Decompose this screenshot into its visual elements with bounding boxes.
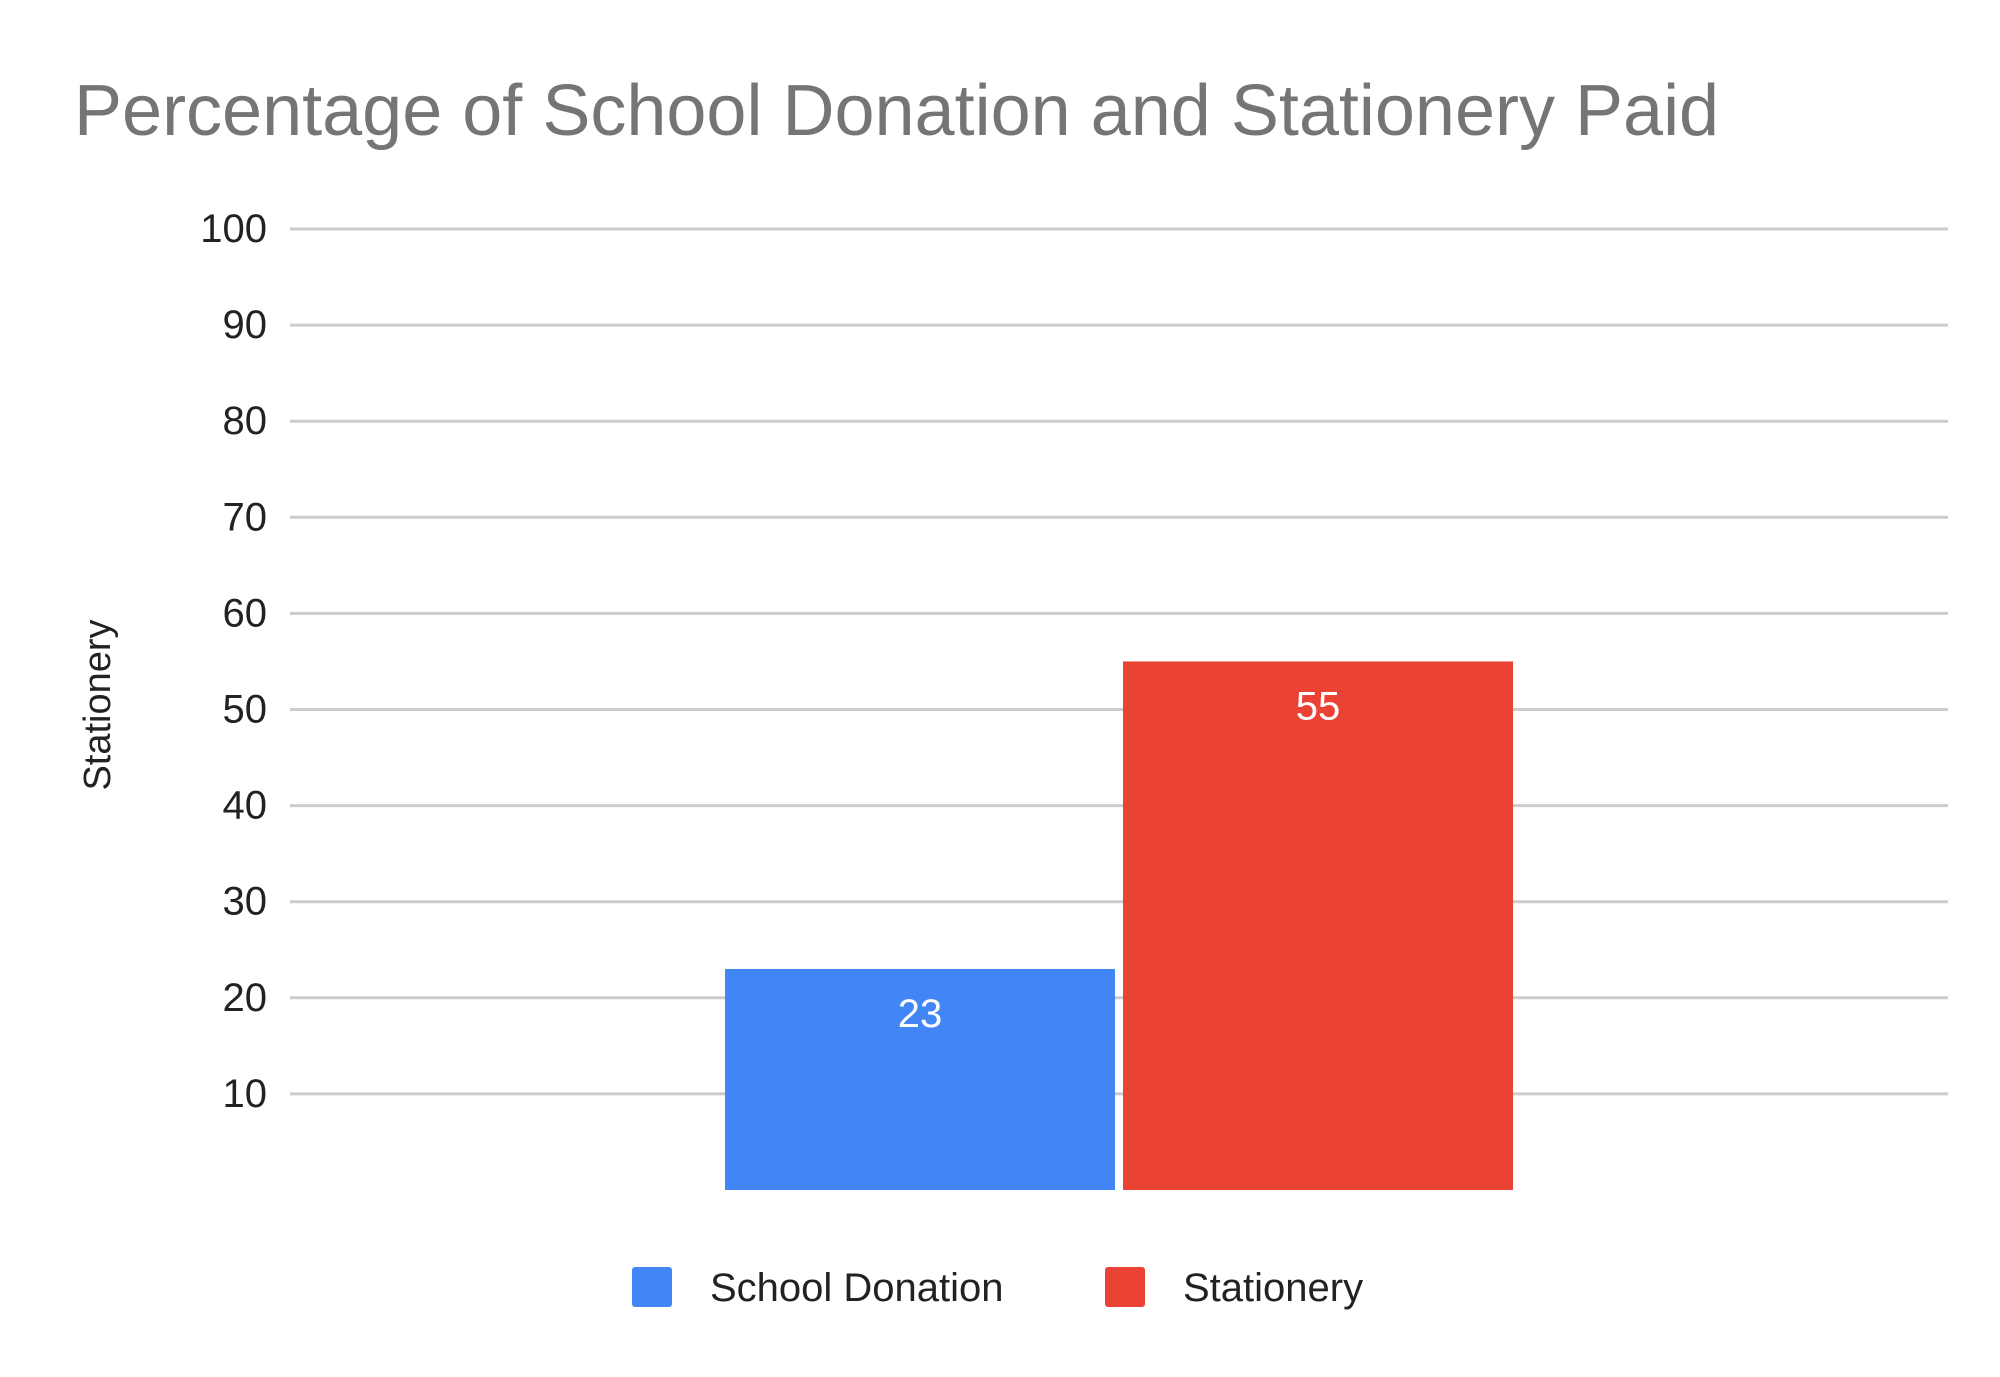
y-tick-label-70: 70 bbox=[223, 495, 268, 539]
legend-label-school-donation: School Donation bbox=[710, 1266, 1004, 1310]
y-tick-label-100: 100 bbox=[200, 207, 267, 251]
bar-school-donation[interactable] bbox=[725, 968, 1115, 1190]
y-tick-label-40: 40 bbox=[223, 784, 268, 828]
legend-item-school-donation[interactable]: School Donation bbox=[632, 1266, 1004, 1310]
legend-swatch-school-donation bbox=[632, 1267, 672, 1307]
chart-title: Percentage of School Donation and Statio… bbox=[74, 71, 1719, 151]
data-label-school-donation: 23 bbox=[898, 992, 943, 1036]
y-axis-ticks: 10 20 30 40 50 60 70 80 90 100 bbox=[200, 207, 267, 1116]
bar-stationery[interactable] bbox=[1123, 661, 1513, 1190]
legend-label-stationery: Stationery bbox=[1183, 1266, 1363, 1310]
y-tick-label-90: 90 bbox=[223, 303, 268, 347]
y-tick-label-60: 60 bbox=[223, 591, 268, 635]
y-tick-label-30: 30 bbox=[223, 880, 268, 924]
legend[interactable]: School Donation Stationery bbox=[632, 1266, 1363, 1310]
data-label-stationery: 55 bbox=[1296, 684, 1341, 728]
bars bbox=[725, 661, 1513, 1190]
y-tick-label-50: 50 bbox=[223, 688, 268, 732]
y-tick-label-20: 20 bbox=[223, 976, 268, 1020]
legend-item-stationery[interactable]: Stationery bbox=[1105, 1266, 1363, 1310]
gridlines bbox=[290, 227, 1948, 1096]
y-axis-label: Stationery bbox=[77, 619, 119, 790]
y-tick-label-80: 80 bbox=[223, 399, 268, 443]
y-tick-label-10: 10 bbox=[223, 1072, 268, 1116]
data-labels: 23 55 bbox=[898, 684, 1341, 1036]
legend-swatch-stationery bbox=[1105, 1267, 1145, 1307]
